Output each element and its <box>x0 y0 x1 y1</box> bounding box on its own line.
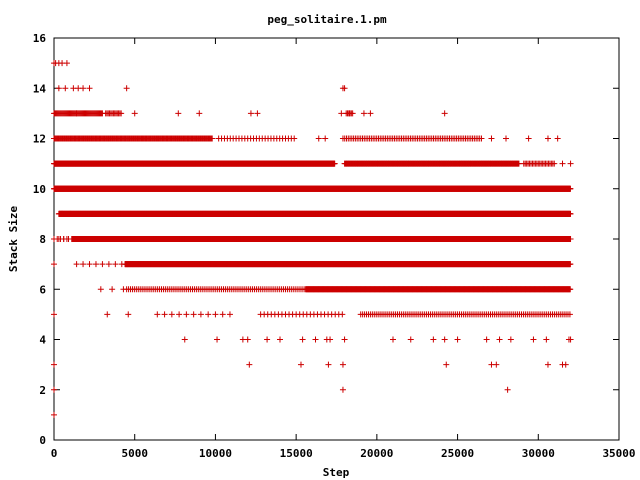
data-point <box>80 85 87 92</box>
data-points <box>51 60 574 418</box>
data-point <box>51 411 57 418</box>
data-point <box>99 261 106 268</box>
y-tick-label: 10 <box>33 183 46 196</box>
data-point <box>73 261 80 268</box>
data-point <box>544 361 551 368</box>
x-tick-label: 30000 <box>522 447 555 460</box>
data-point <box>105 261 112 268</box>
data-point <box>244 336 251 343</box>
x-tick-label: 10000 <box>199 447 232 460</box>
data-point <box>496 336 503 343</box>
x-tick-label: 20000 <box>360 447 393 460</box>
data-point <box>554 135 561 142</box>
data-point <box>62 85 69 92</box>
data-point <box>504 386 511 393</box>
data-point <box>407 336 414 343</box>
data-point <box>367 110 374 117</box>
x-tick-label: 15000 <box>280 447 313 460</box>
data-point <box>299 336 306 343</box>
data-point <box>322 135 329 142</box>
data-point <box>441 110 448 117</box>
data-point <box>349 110 356 117</box>
data-point <box>125 311 132 318</box>
data-point <box>92 261 99 268</box>
data-point <box>323 336 330 343</box>
x-axis: 0 5000 10000 15000 20000 25000 30000 35000 <box>51 38 636 460</box>
x-tick-label: 5000 <box>121 447 148 460</box>
data-point <box>478 135 485 142</box>
data-point <box>567 160 574 167</box>
data-point <box>339 361 346 368</box>
data-point <box>297 361 304 368</box>
data-point <box>80 261 87 268</box>
data-point <box>118 110 125 117</box>
data-point <box>507 336 514 343</box>
data-point <box>525 135 532 142</box>
data-point <box>551 160 558 167</box>
data-point <box>123 85 130 92</box>
data-point <box>567 336 574 343</box>
x-axis-label: Step <box>323 466 350 479</box>
data-point <box>104 311 111 318</box>
data-point <box>51 261 57 268</box>
data-point <box>214 336 221 343</box>
y-tick-label: 2 <box>39 384 46 397</box>
data-point <box>246 361 253 368</box>
data-point <box>454 336 461 343</box>
y-tick-label: 6 <box>39 283 46 296</box>
y-tick-label: 14 <box>33 82 47 95</box>
data-point <box>544 135 551 142</box>
x-tick-label: 0 <box>51 447 58 460</box>
data-point <box>86 261 93 268</box>
data-point <box>341 85 348 92</box>
data-point <box>86 85 93 92</box>
data-point <box>325 361 332 368</box>
data-point <box>254 110 261 117</box>
data-point <box>493 361 500 368</box>
data-point <box>181 336 188 343</box>
data-point <box>209 135 216 142</box>
data-point <box>277 336 283 343</box>
data-point <box>341 336 348 343</box>
data-point <box>430 336 437 343</box>
data-point <box>196 110 203 117</box>
data-point <box>339 386 346 393</box>
data-point <box>112 261 119 268</box>
data-point <box>55 85 62 92</box>
data-point <box>360 110 367 117</box>
data-point <box>503 135 509 142</box>
data-point <box>264 336 271 343</box>
data-point <box>291 135 298 142</box>
y-tick-label: 8 <box>39 233 46 246</box>
data-point <box>315 135 322 142</box>
data-point <box>247 110 254 117</box>
y-tick-label: 4 <box>39 334 46 347</box>
y-tick-label: 16 <box>33 32 47 45</box>
x-tick-label: 35000 <box>602 447 635 460</box>
chart-title: peg_solitaire.1.pm <box>267 13 387 26</box>
data-point <box>443 361 450 368</box>
y-tick-label: 0 <box>39 434 46 447</box>
data-point <box>441 336 448 343</box>
data-point <box>175 110 182 117</box>
data-point <box>131 110 138 117</box>
data-point <box>51 386 57 393</box>
x-tick-label: 25000 <box>441 447 474 460</box>
data-point <box>109 286 116 293</box>
data-point <box>390 336 396 343</box>
data-point <box>51 311 57 318</box>
data-point <box>63 60 70 67</box>
data-point <box>97 286 104 293</box>
data-point <box>543 336 550 343</box>
data-point <box>483 336 490 343</box>
data-point <box>530 336 537 343</box>
data-point <box>312 336 319 343</box>
data-point <box>562 361 569 368</box>
data-point <box>51 361 57 368</box>
y-axis-label: Stack Size <box>7 206 20 273</box>
data-point <box>559 160 566 167</box>
y-tick-label: 12 <box>33 133 46 146</box>
data-point <box>488 135 495 142</box>
